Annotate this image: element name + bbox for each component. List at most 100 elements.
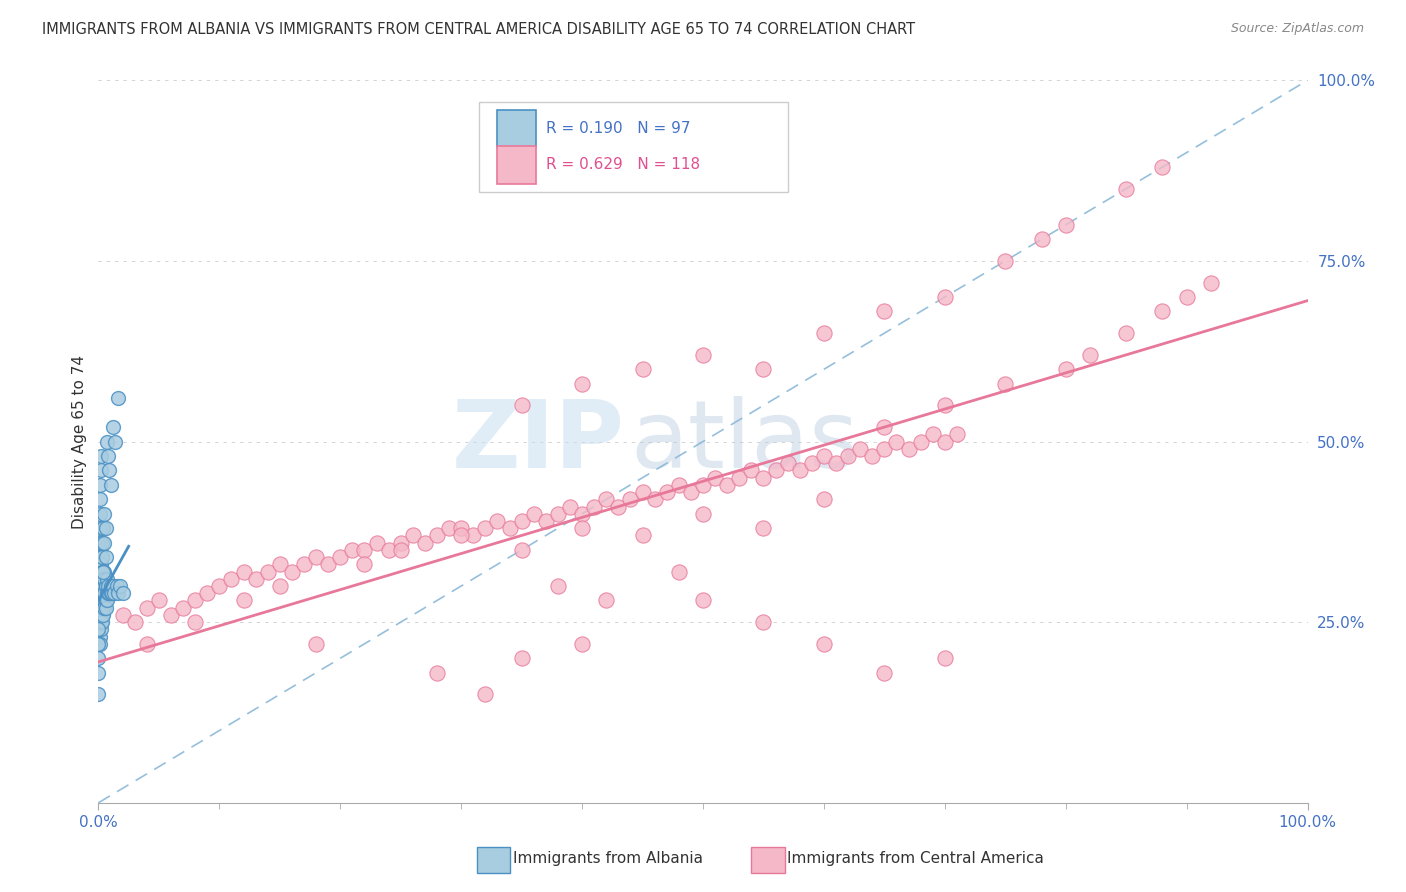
Point: [1115, 326, 1137, 340]
Point: [1152, 304, 1174, 318]
Point: [934, 651, 956, 665]
Point: [172, 600, 194, 615]
Point: [595, 492, 617, 507]
Point: [1175, 290, 1198, 304]
Point: [534, 514, 557, 528]
Point: [90, 463, 112, 477]
Point: [813, 492, 835, 507]
Point: [90, 586, 112, 600]
Point: [631, 528, 654, 542]
Point: [89, 521, 111, 535]
Point: [93, 579, 115, 593]
Point: [366, 535, 388, 549]
Point: [100, 579, 122, 593]
Point: [886, 434, 908, 449]
Point: [91, 586, 114, 600]
Point: [89, 565, 111, 579]
Y-axis label: Disability Age 65 to 74: Disability Age 65 to 74: [72, 354, 87, 529]
Point: [93, 586, 115, 600]
Point: [93, 600, 115, 615]
Point: [100, 586, 122, 600]
Point: [765, 463, 787, 477]
Point: [108, 579, 131, 593]
Point: [148, 593, 170, 607]
Point: [752, 615, 775, 630]
Point: [89, 630, 111, 644]
Point: [329, 550, 352, 565]
Point: [934, 398, 956, 412]
Point: [474, 687, 496, 701]
Point: [97, 579, 120, 593]
Point: [98, 463, 121, 477]
Point: [87, 651, 110, 665]
Point: [91, 607, 114, 622]
Point: [571, 637, 593, 651]
Point: [583, 500, 606, 514]
Point: [1078, 348, 1101, 362]
Point: [595, 593, 617, 607]
Point: [90, 615, 112, 630]
Point: [93, 593, 115, 607]
Point: [1152, 160, 1174, 174]
Point: [607, 500, 630, 514]
Point: [426, 528, 449, 542]
Point: [90, 558, 112, 572]
Point: [91, 600, 114, 615]
Point: [90, 579, 112, 593]
Point: [94, 521, 117, 535]
Point: [849, 442, 872, 456]
Point: [91, 579, 114, 593]
Point: [107, 391, 129, 405]
Point: [91, 586, 114, 600]
Point: [619, 492, 641, 507]
Point: [107, 586, 129, 600]
Point: [558, 500, 581, 514]
Point: [631, 485, 654, 500]
Point: [96, 572, 118, 586]
Point: [910, 434, 932, 449]
Point: [474, 521, 496, 535]
Point: [90, 600, 112, 615]
Point: [90, 558, 112, 572]
Point: [91, 579, 114, 593]
Point: [463, 528, 485, 542]
Point: [90, 593, 112, 607]
Point: [90, 449, 112, 463]
Point: [104, 434, 127, 449]
Point: [655, 485, 678, 500]
Point: [813, 326, 835, 340]
Point: [994, 376, 1017, 391]
Point: [837, 449, 859, 463]
Point: [98, 586, 121, 600]
Point: [389, 542, 412, 557]
Point: [486, 514, 509, 528]
Point: [256, 565, 278, 579]
Point: [87, 637, 110, 651]
Point: [91, 579, 114, 593]
Point: [498, 521, 520, 535]
Point: [91, 593, 114, 607]
Point: [413, 535, 436, 549]
Point: [135, 637, 157, 651]
Point: [100, 586, 122, 600]
Point: [510, 514, 533, 528]
Text: atlas: atlas: [630, 395, 859, 488]
Point: [353, 558, 375, 572]
Point: [111, 607, 134, 622]
Point: [571, 507, 593, 521]
Point: [93, 565, 115, 579]
Point: [800, 456, 823, 470]
Point: [631, 362, 654, 376]
Point: [305, 637, 328, 651]
Point: [679, 485, 702, 500]
Point: [692, 593, 714, 607]
Point: [1031, 232, 1053, 246]
Point: [90, 565, 112, 579]
Point: [91, 572, 114, 586]
Point: [547, 579, 569, 593]
Text: Source: ZipAtlas.com: Source: ZipAtlas.com: [1230, 22, 1364, 36]
Point: [1054, 218, 1077, 232]
Point: [91, 521, 114, 535]
Text: IMMIGRANTS FROM ALBANIA VS IMMIGRANTS FROM CENTRAL AMERICA DISABILITY AGE 65 TO : IMMIGRANTS FROM ALBANIA VS IMMIGRANTS FR…: [42, 22, 915, 37]
Point: [87, 665, 110, 680]
